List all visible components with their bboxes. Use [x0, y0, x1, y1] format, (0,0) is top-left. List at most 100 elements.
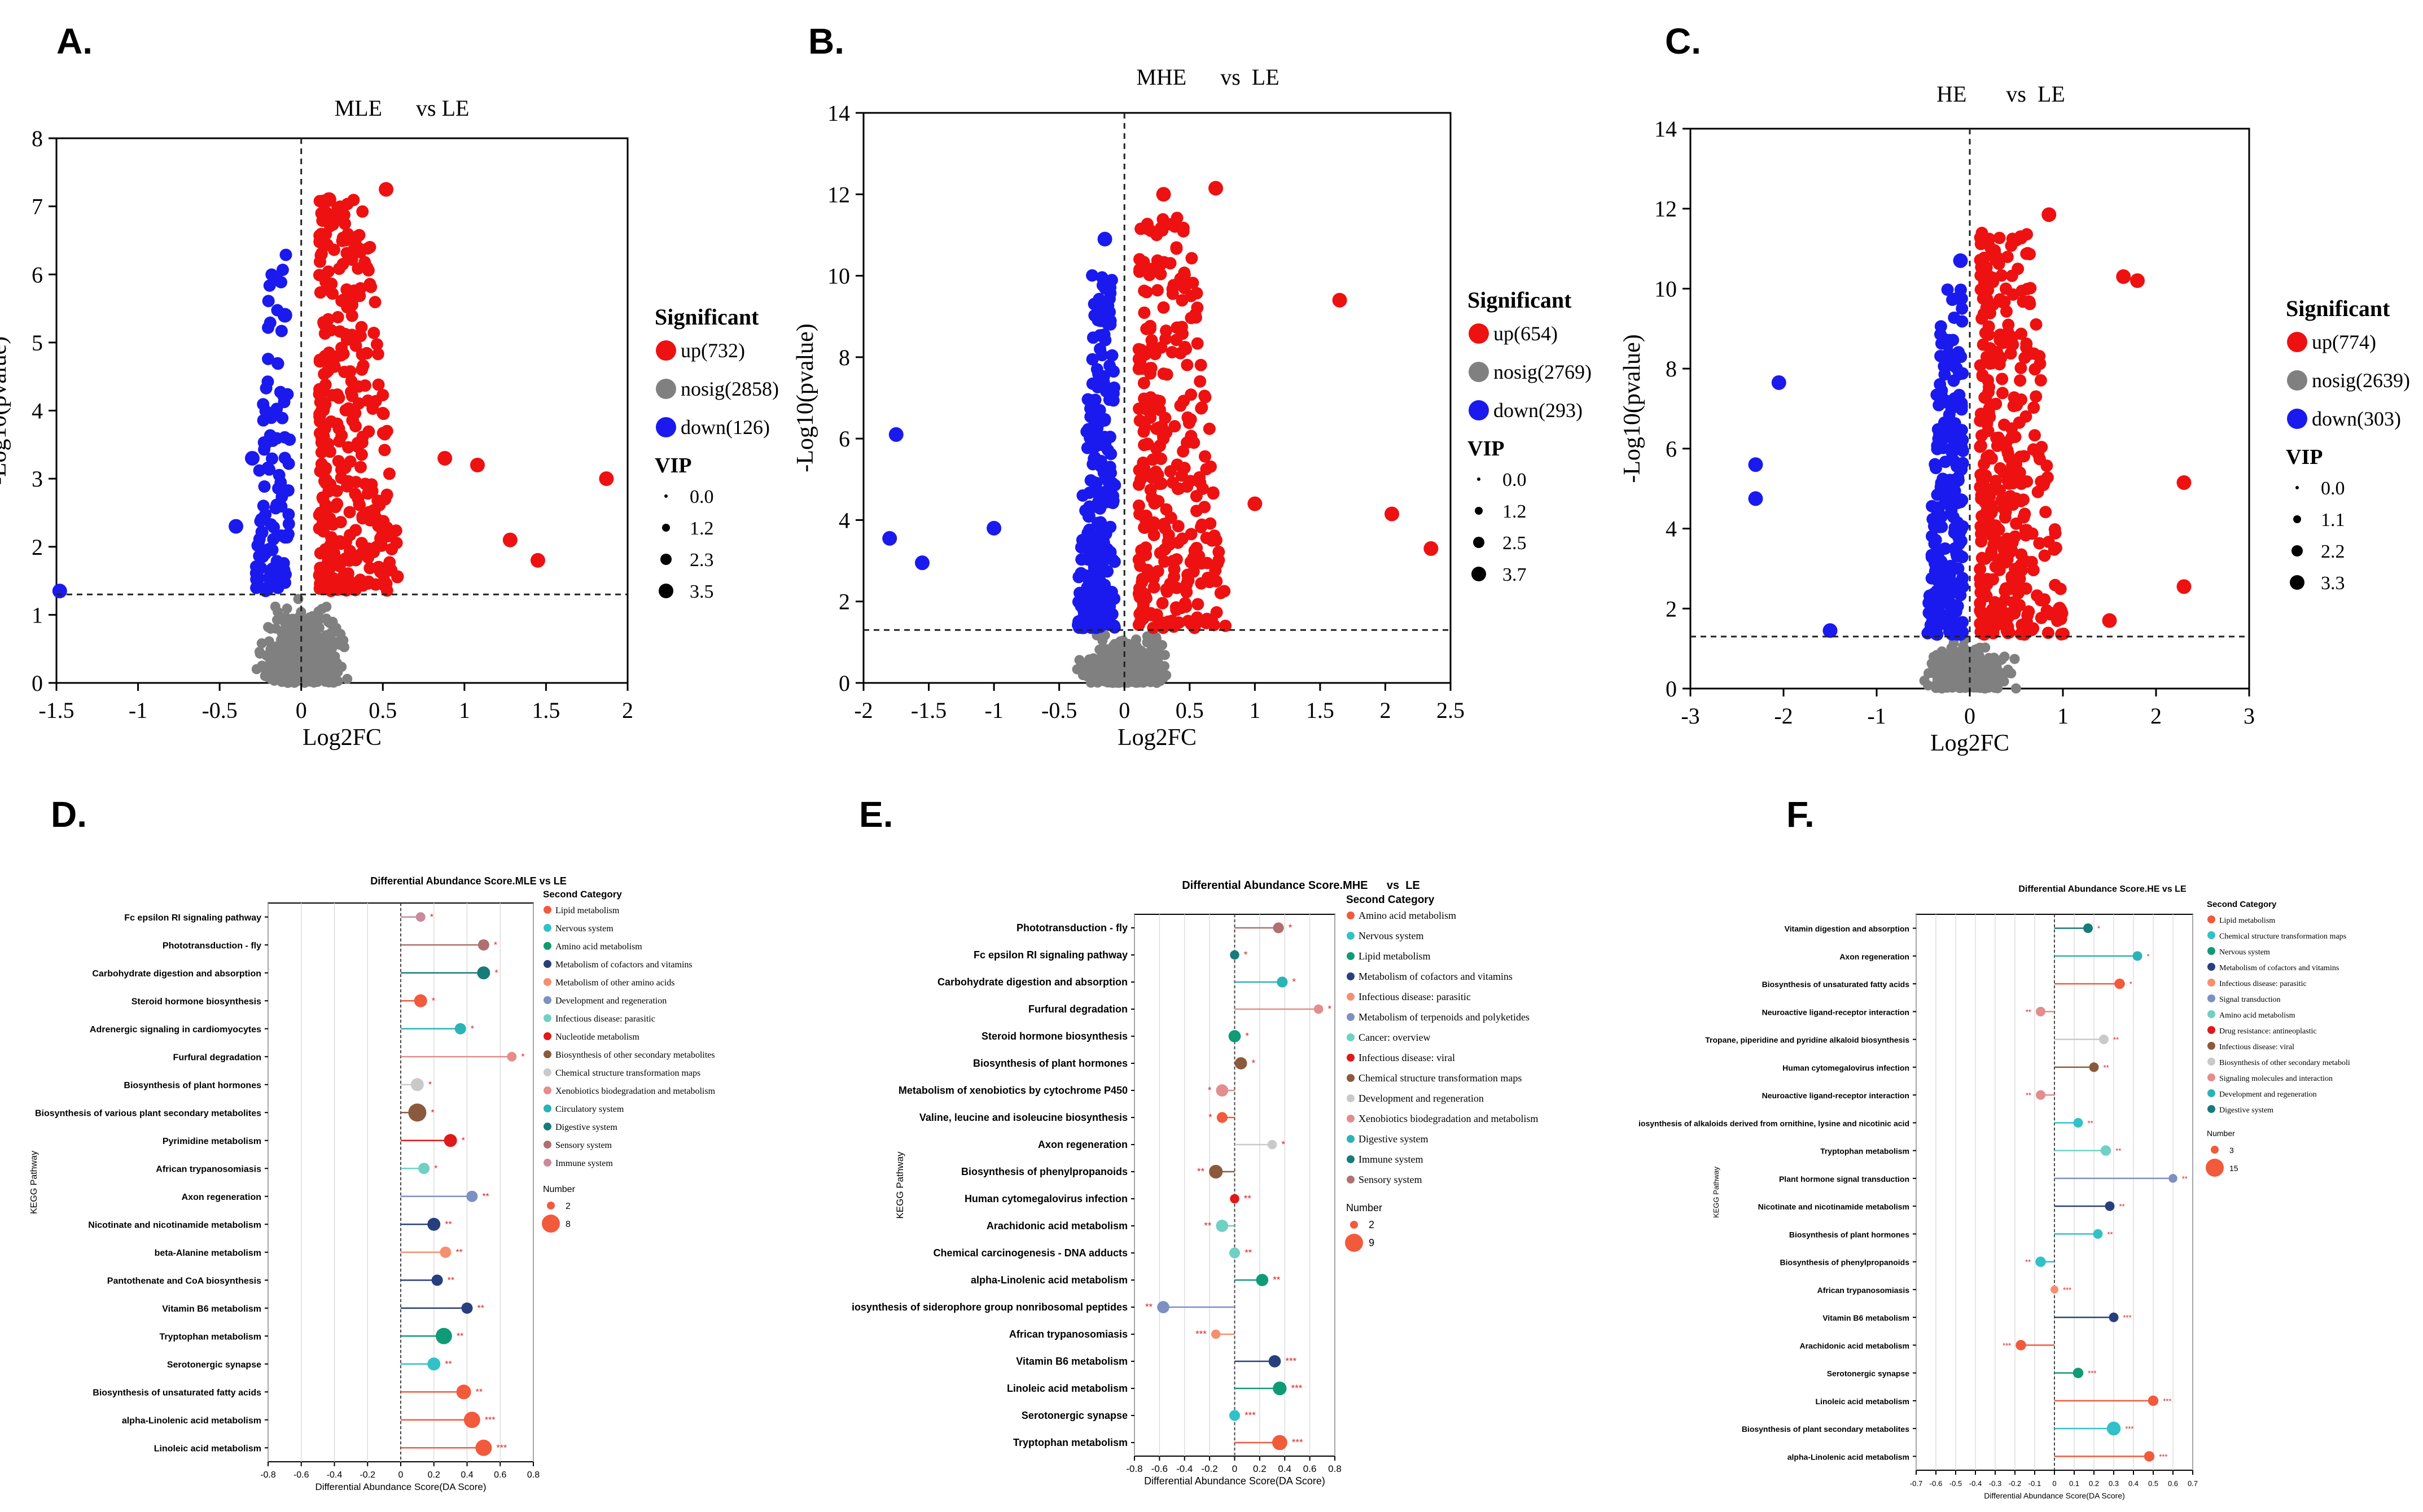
point-up	[1160, 503, 1173, 516]
point-up	[2116, 269, 2131, 284]
lollipop-dot	[2105, 1201, 2115, 1211]
point-up	[1185, 252, 1198, 265]
point-up	[1132, 619, 1145, 632]
point-nosig	[1947, 682, 1958, 693]
pathway-label: Linoleic acid metabolism	[1816, 1397, 1910, 1406]
point-up	[367, 326, 380, 339]
x-tick-label: 0.1	[2069, 1479, 2079, 1488]
point-up	[338, 365, 351, 378]
legend-label: nosig(2639)	[2312, 369, 2410, 392]
x-tick-label: -1	[984, 698, 1003, 723]
lollipop-dot	[427, 1217, 441, 1231]
legend-label: Development and regeneration	[2219, 1090, 2317, 1099]
legend-label: Signaling molecules and interaction	[2219, 1075, 2333, 1083]
point-down	[252, 538, 265, 551]
point-up	[1170, 334, 1183, 347]
significance-mark: **	[1145, 1301, 1153, 1312]
point-up	[2030, 390, 2043, 403]
x-tick-label: -1.5	[38, 698, 74, 723]
x-axis-label: Log2FC	[1118, 725, 1197, 751]
point-up	[349, 339, 362, 352]
vip-label: 1.2	[690, 518, 714, 539]
lollipop-D: -0.8 -0.6 -0.4 -0.2 0 0.2 0.4 0.6 0.8 Fc epsilon …	[29, 875, 716, 1492]
point-nosig	[1146, 676, 1156, 687]
point-up	[2019, 582, 2032, 595]
point-up	[1139, 348, 1152, 361]
point-nosig	[1970, 681, 1981, 691]
point-up	[2038, 549, 2051, 562]
point-up	[1160, 426, 1173, 439]
lollipop-dot	[2106, 1421, 2121, 1436]
point-up	[1134, 585, 1147, 598]
legend-swatch	[1347, 1135, 1355, 1143]
point-up	[2021, 609, 2034, 622]
point-up	[1185, 312, 1198, 325]
legend-label: Immune system	[555, 1159, 613, 1168]
x-tick-label: 0.6	[1303, 1463, 1317, 1474]
point-up	[353, 242, 366, 255]
pathway-label: Tryptophan metabolism	[1820, 1147, 1909, 1156]
point-up	[379, 182, 394, 197]
point-up	[2023, 295, 2036, 308]
point-down	[1935, 610, 1948, 623]
legend-label: Lipid metabolism	[555, 906, 620, 915]
point-down	[269, 560, 282, 573]
point-nosig	[287, 645, 298, 656]
significance-mark: **	[2104, 1063, 2109, 1072]
point-up	[2026, 527, 2039, 540]
lollipop-dot	[1229, 1247, 1241, 1259]
significance-mark: ***	[2163, 1397, 2171, 1405]
lollipop-dot	[1228, 1030, 1241, 1042]
legend-swatch	[544, 1014, 551, 1022]
pathway-label: Vitamin B6 metabolism	[1822, 1313, 1909, 1322]
vip-label: 1.1	[2321, 510, 2345, 531]
point-down	[1089, 541, 1102, 554]
y-tick-label: 2	[839, 589, 850, 615]
size-legend-label: 2	[1369, 1219, 1374, 1230]
significance-mark: *	[1251, 1058, 1255, 1068]
pathway-label: Adrenergic signaling in cardiomyocytes	[90, 1025, 261, 1035]
x-tick-label: -0.1	[2028, 1479, 2041, 1488]
point-nosig	[308, 667, 318, 677]
point-down	[1097, 231, 1112, 247]
point-down	[262, 353, 275, 366]
point-nosig	[282, 638, 292, 649]
point-up	[389, 524, 402, 537]
point-up	[314, 249, 327, 262]
lollipop-dot	[408, 1103, 427, 1122]
x-tick-label: 0.8	[1328, 1463, 1342, 1474]
point-up	[1995, 269, 2008, 282]
lollipop-dot	[414, 994, 427, 1007]
point-down	[1939, 542, 1952, 555]
significance-mark: *	[471, 1024, 474, 1034]
x-tick-label: 0	[1119, 698, 1130, 723]
point-up	[354, 282, 367, 295]
point-up	[1219, 619, 1232, 632]
point-up	[2102, 613, 2117, 628]
point-down	[1943, 474, 1956, 487]
legend-swatch	[656, 379, 676, 399]
point-nosig	[1923, 680, 1934, 691]
size-legend-swatch	[2211, 1146, 2219, 1154]
point-up	[353, 498, 366, 511]
x-tick-label: -0.5	[1949, 1479, 1962, 1488]
point-up	[1145, 334, 1158, 347]
significance-mark: **	[2025, 1258, 2031, 1266]
significance-mark: ***	[1195, 1329, 1207, 1339]
y-tick-label: 6	[32, 262, 43, 287]
point-down	[1103, 305, 1116, 318]
point-nosig	[326, 630, 336, 641]
point-up	[1176, 294, 1189, 307]
y-tick-label: 12	[1654, 196, 1677, 222]
x-tick-label: 0.6	[2168, 1479, 2178, 1488]
vip-swatch	[662, 524, 670, 532]
point-up	[1170, 581, 1183, 594]
point-up	[325, 277, 338, 290]
legend-label: Sensory system	[555, 1141, 612, 1150]
legend-swatch	[2287, 332, 2307, 352]
significance-mark: *	[430, 913, 433, 922]
point-nosig	[1984, 667, 1995, 678]
point-up	[1145, 567, 1158, 580]
point-up	[345, 375, 358, 388]
point-down	[1098, 274, 1111, 287]
